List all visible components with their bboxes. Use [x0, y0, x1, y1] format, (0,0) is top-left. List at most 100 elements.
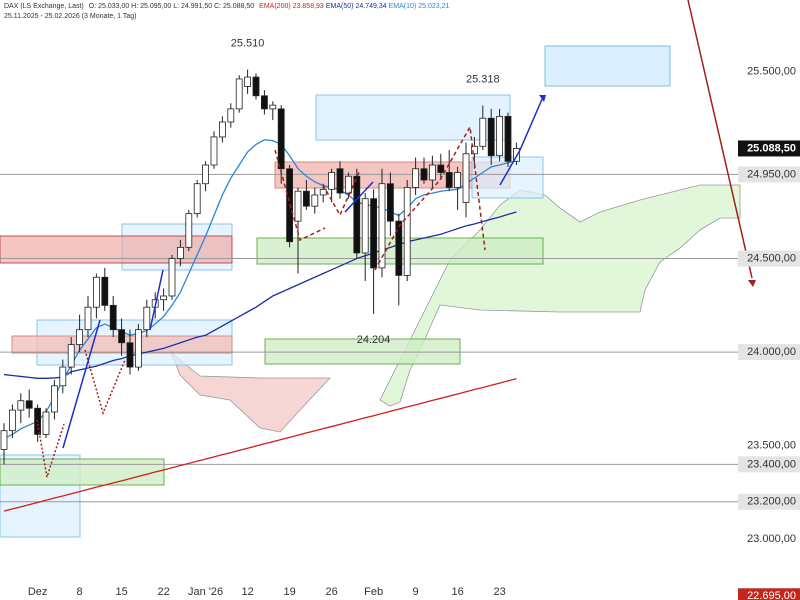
candle-body [378, 183, 386, 269]
candle-body [403, 187, 411, 276]
candle-body [109, 304, 117, 331]
arrow-head [748, 280, 756, 287]
x-tick-label: 23 [493, 586, 505, 598]
legend-legend-value: 25.023,21 [418, 3, 450, 10]
date-range: 25.11.2025 - 25.02.2026 (3 Monate, 1 Tag… [4, 13, 137, 20]
candle-body [59, 366, 67, 387]
arrow [84, 349, 126, 416]
candle-body [101, 276, 109, 306]
candle-body [420, 168, 428, 181]
candle-body [227, 108, 235, 123]
candle-body [25, 400, 33, 409]
y-tick-label: 23.500,00 [747, 440, 796, 452]
level-box [738, 166, 800, 183]
candle-body [193, 183, 201, 215]
candle-body [294, 190, 302, 222]
level-label: 24.950,00 [747, 168, 796, 180]
candle-body [252, 76, 260, 97]
candle-body [134, 329, 142, 368]
level-label: 24.000,00 [747, 346, 796, 358]
legend-legend-value: 24.749,34 [355, 3, 387, 10]
candle-body [260, 95, 268, 110]
x-tick-label: 12 [241, 586, 253, 598]
candle-body [42, 411, 50, 435]
zone [0, 458, 165, 486]
candle-body [353, 175, 361, 254]
x-tick-label: 9 [413, 586, 419, 598]
legend-name: EMA(50) [325, 3, 354, 10]
candle-body [8, 409, 16, 432]
instrument: DAX (LS Exchange, Last) [4, 3, 84, 10]
arrow [274, 149, 326, 242]
arrow [499, 96, 544, 186]
candle-body [370, 198, 378, 269]
candle-body [470, 145, 478, 155]
candle-body [319, 188, 327, 196]
candle-body [51, 385, 58, 413]
candle-body [210, 136, 218, 166]
annotation: 24.204 [357, 334, 391, 346]
x-tick-label: 26 [325, 586, 337, 598]
candle-body [504, 115, 512, 162]
candle-body [17, 400, 25, 411]
x-tick-label: 22 [157, 586, 169, 598]
candle-body [328, 172, 336, 190]
legend-name: EMA(10) [388, 3, 417, 10]
level-label: 24.500,00 [747, 252, 796, 264]
zone [264, 338, 461, 365]
candle-body [336, 168, 344, 194]
level-label: 23.400,00 [747, 458, 796, 470]
x-tick-label: 15 [115, 586, 127, 598]
candle-body [67, 344, 75, 368]
candle-body [168, 258, 176, 297]
x-tick-label: 16 [451, 586, 463, 598]
last-price-box [738, 140, 800, 157]
level-box [738, 250, 800, 267]
level-box [738, 456, 800, 473]
candle-body [0, 430, 8, 450]
last-price-label: 25.088,50 [747, 142, 796, 154]
candle-body [277, 108, 285, 170]
candle-body [344, 175, 352, 194]
candle-body [269, 104, 277, 110]
y-tick-label: 23.000,00 [747, 533, 796, 545]
legend: EMA(200) 23.858,93 EMA(50) 24.749,34 EMA(10)… [259, 3, 451, 10]
candle-body [487, 117, 495, 157]
candle-body [235, 78, 243, 110]
annotation: 25.510 [231, 38, 265, 50]
arrow [149, 269, 164, 331]
arrow [374, 124, 486, 271]
ema-line [3, 378, 517, 512]
candle-body [160, 295, 168, 301]
candle-body [176, 246, 184, 259]
axis: 25.510 25.318 24.204 Dez 8 15 22 Jan '26 12 19 26 F… [28, 38, 800, 600]
ema-line [3, 139, 517, 439]
x-tick-label: 19 [283, 586, 295, 598]
candle-body [218, 121, 226, 138]
candle-body [76, 329, 83, 346]
low-marker-box [738, 588, 800, 600]
level-label: 23.200,00 [747, 496, 796, 508]
level-box [738, 493, 800, 510]
arrow-head [539, 95, 546, 102]
candle-body [93, 276, 100, 308]
candle-body [428, 164, 436, 181]
candle-body [437, 164, 445, 173]
header: DAX (LS Exchange, Last) O: 25.033,00 H: 2… [4, 2, 456, 22]
level-box [738, 344, 800, 361]
x-tick-label: 8 [77, 586, 83, 598]
candle-body [445, 172, 453, 188]
x-tick-label: Feb [364, 586, 383, 598]
zone [544, 45, 671, 87]
candle-body [386, 183, 394, 222]
candle-body [244, 76, 252, 87]
candle-body [143, 306, 151, 331]
arrow [36, 419, 65, 478]
candle-body [118, 329, 125, 344]
low-marker-label: 22.695,00 [747, 590, 796, 600]
candle-body [454, 172, 462, 188]
zones [0, 45, 741, 538]
arrow [62, 319, 101, 449]
candle-body [361, 198, 369, 254]
